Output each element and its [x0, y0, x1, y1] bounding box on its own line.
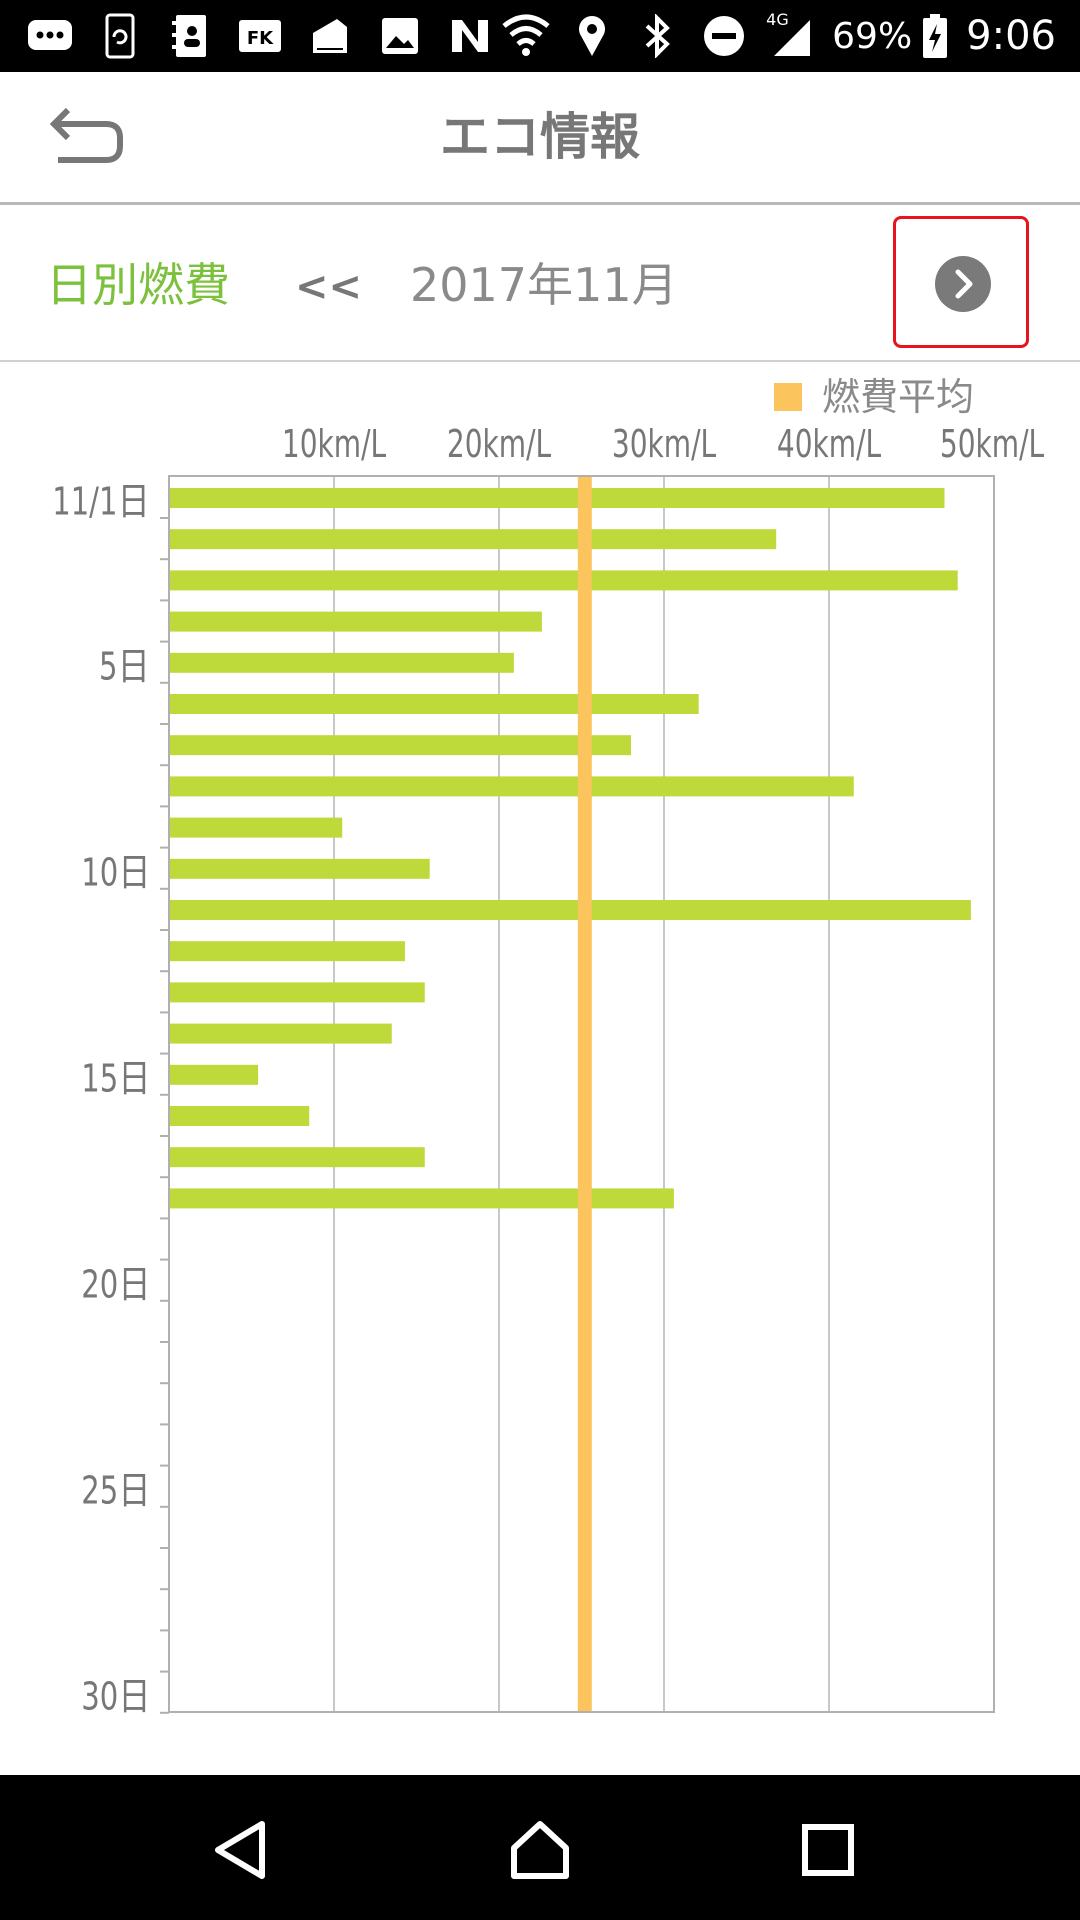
legend-swatch-average [774, 383, 802, 411]
bar-day-11 [169, 900, 971, 920]
bar-day-1 [169, 488, 945, 508]
chart-plot [160, 475, 995, 1714]
y-tick-label: 10日 [80, 850, 150, 895]
bar-day-3 [169, 570, 958, 591]
bar-day-4 [169, 611, 542, 632]
average-line [577, 476, 592, 1712]
nfc-icon [446, 12, 494, 60]
sync-icon [96, 12, 144, 60]
month-label: 2017年11月 [410, 258, 678, 312]
bar-day-8 [169, 776, 854, 797]
back-arrow-icon [49, 107, 123, 163]
home-icon [511, 1821, 569, 1879]
next-month-button[interactable] [935, 256, 991, 312]
nav-home-button[interactable] [495, 1805, 585, 1895]
x-tick-label: 40km/L [776, 422, 882, 466]
y-tick-label: 15日 [80, 1056, 150, 1101]
back-button[interactable] [44, 102, 134, 172]
mode-label-daily[interactable]: 日別燃費 [46, 258, 230, 312]
status-bar: FK 4G [0, 0, 1080, 72]
y-tick-label: 30日 [80, 1674, 150, 1719]
gallery-icon [376, 12, 424, 60]
system-status: 4G 69% 9:06 [502, 0, 1056, 72]
sdcard-icon [306, 12, 354, 60]
bar-day-13 [169, 982, 425, 1003]
bar-day-5 [169, 652, 514, 673]
fuel-economy-chart: 燃費平均 10km/L 20km/L 30km/L 40km/L 50km/L 11/1… [0, 362, 1080, 1775]
square-recents-icon [802, 1824, 854, 1876]
bar-day-15 [169, 1064, 259, 1085]
next-month-highlight [893, 216, 1029, 348]
bar-day-9 [169, 817, 343, 838]
clock: 9:06 [966, 13, 1056, 59]
x-tick-label: 10km/L [281, 422, 387, 466]
bar-day-7 [169, 735, 631, 756]
app-header: エコ情報 [0, 72, 1080, 205]
y-tick-label: 5日 [99, 644, 150, 689]
chart-legend: 燃費平均 [774, 372, 974, 422]
bar-day-16 [169, 1106, 310, 1126]
wifi-icon [502, 12, 550, 60]
bar-day-6 [169, 694, 699, 714]
x-tick-label: 50km/L [939, 422, 1045, 466]
svg-text:FK: FK [247, 28, 274, 49]
page-title: エコ情報 [440, 108, 640, 166]
location-icon [568, 12, 616, 60]
bar-day-14 [169, 1023, 392, 1044]
contacts-card-icon: FK [236, 12, 284, 60]
y-tick-label: 20日 [80, 1262, 150, 1307]
bluetooth-icon [634, 12, 682, 60]
triangle-back-icon [215, 1821, 265, 1879]
previous-month-button[interactable]: << [295, 264, 363, 310]
x-tick-label: 20km/L [446, 422, 552, 466]
bar-day-10 [169, 858, 430, 879]
do-not-disturb-icon [700, 12, 748, 60]
bar-day-17 [169, 1147, 425, 1168]
navigation-bar [0, 1775, 1080, 1920]
battery-percent: 69% [832, 15, 913, 57]
contacts-icon [166, 12, 214, 60]
bar-day-12 [169, 941, 405, 962]
y-tick-label: 11/1日 [52, 479, 150, 524]
messages-icon [26, 12, 74, 60]
network-type-label: 4G [766, 10, 789, 29]
x-tick-label: 30km/L [611, 422, 717, 466]
y-tick-label: 25日 [80, 1468, 150, 1513]
chevron-right-icon [955, 269, 973, 299]
nav-recents-button[interactable] [783, 1805, 873, 1895]
bar-day-18 [169, 1188, 674, 1209]
bar-day-2 [169, 529, 777, 550]
nav-back-button[interactable] [195, 1805, 285, 1895]
signal-icon: 4G [766, 10, 814, 60]
battery-charging-icon [920, 12, 950, 60]
period-navigation: 日別燃費 << 2017年11月 [0, 205, 1080, 362]
plot-frame [168, 475, 995, 1713]
legend-label-average: 燃費平均 [822, 375, 975, 419]
notification-icons: FK [26, 12, 516, 60]
